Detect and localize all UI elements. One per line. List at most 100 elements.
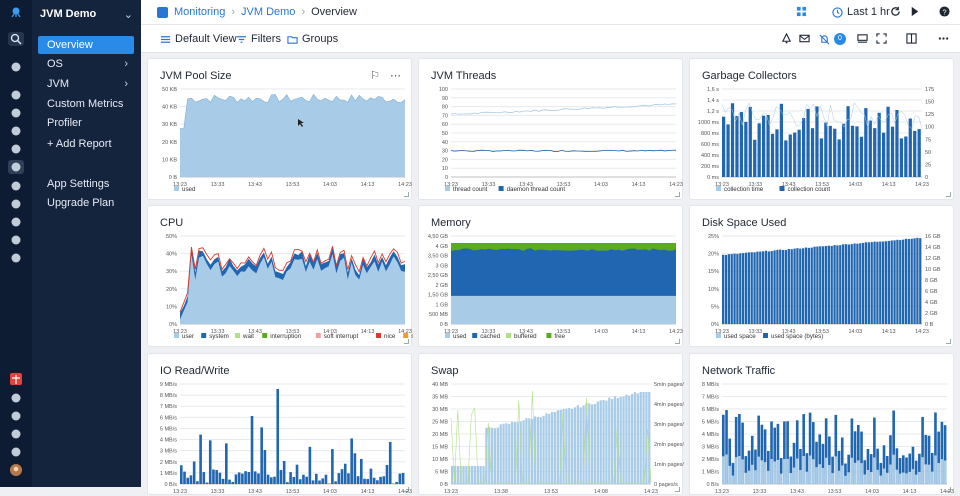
play-icon[interactable] (909, 6, 920, 17)
x-tick-label: 14:23 (940, 489, 954, 495)
notifications-button[interactable]: 0 (819, 33, 846, 45)
legend-item[interactable]: soft interrupt (324, 333, 359, 340)
help-icon[interactable]: ? (939, 6, 950, 17)
experience-icon[interactable] (8, 197, 24, 211)
series-bar (557, 410, 559, 484)
default-view-button[interactable]: Default View (160, 33, 237, 45)
more-options-icon[interactable] (938, 33, 949, 44)
chevron-down-icon[interactable]: ⌄ (124, 8, 133, 21)
series-bar (315, 474, 318, 484)
flag-icon[interactable] (8, 233, 24, 247)
series-bar (853, 243, 855, 324)
series-bar (902, 473, 905, 484)
legend-item[interactable]: collection count (788, 186, 831, 193)
help-icon[interactable] (8, 409, 24, 423)
logs-icon[interactable] (8, 142, 24, 156)
integrations-icon[interactable] (8, 251, 24, 265)
time-range-label: Last 1 hr (847, 6, 890, 18)
user-avatar-icon[interactable] (8, 463, 24, 477)
y-tick-label: 3,50 GB (428, 254, 449, 260)
series-bar (531, 419, 533, 484)
series-bar (908, 239, 910, 324)
announcement-icon[interactable] (8, 391, 24, 405)
legend-item[interactable]: collection time (724, 186, 764, 193)
x-tick-label: 13:43 (248, 489, 262, 495)
add-report-button[interactable]: + Add Report (38, 135, 134, 153)
series-bar (370, 469, 373, 484)
sidebar-item-upgrade-plan[interactable]: Upgrade Plan (38, 194, 134, 212)
series-bar (908, 472, 911, 484)
mail-icon[interactable] (799, 33, 810, 44)
legend-item[interactable]: used space (724, 333, 756, 340)
app-name[interactable]: JVM Demo (40, 8, 96, 20)
y-tick-label: 10 KB (162, 157, 177, 163)
legend-item[interactable]: cached (480, 333, 501, 340)
legend-item[interactable]: free (554, 333, 565, 340)
legend-item[interactable]: daemon thread count (507, 186, 566, 193)
x-tick-label: 14:13 (903, 489, 917, 495)
time-range-button[interactable]: Last 1 hr (832, 6, 890, 18)
search-icon[interactable] (8, 32, 24, 46)
report-icon[interactable] (8, 179, 24, 193)
series-bar (457, 466, 459, 484)
monitoring-icon (157, 7, 168, 18)
alert-icon[interactable] (8, 124, 24, 138)
series-bar (818, 464, 821, 484)
sidebar-item-overview[interactable]: Overview (38, 36, 134, 54)
sidebar-item-os[interactable]: OS› (38, 55, 134, 73)
split-view-icon[interactable] (906, 33, 917, 44)
legend-swatch (445, 186, 450, 191)
gift-icon[interactable] (8, 372, 24, 386)
settings-icon[interactable] (8, 445, 24, 459)
sidebar-item-jvm[interactable]: JVM› (38, 75, 134, 93)
sidebar-item-label: Custom Metrics (47, 98, 123, 110)
legend-swatch (174, 186, 179, 191)
legend-item[interactable]: interruption (270, 333, 302, 340)
series-bar (350, 438, 353, 484)
sidebar-item-app-settings[interactable]: App Settings (38, 175, 134, 193)
grid-icon[interactable] (8, 106, 24, 120)
series-bar (264, 450, 267, 484)
breadcrumb-app[interactable]: JVM Demo (241, 6, 295, 18)
bot-icon[interactable] (8, 215, 24, 229)
filters-button[interactable]: Filters (236, 33, 281, 45)
legend-item[interactable]: nice (384, 333, 396, 340)
binoculars-icon[interactable] (8, 88, 24, 102)
groups-button[interactable]: Groups (287, 33, 338, 45)
fullscreen-icon[interactable] (876, 33, 887, 44)
monitoring-icon[interactable] (8, 160, 24, 174)
legend-item[interactable]: user (182, 333, 194, 340)
series-bar (905, 473, 908, 484)
refresh-icon[interactable] (890, 6, 901, 17)
dashboard-icon[interactable] (857, 33, 868, 44)
legend-item[interactable]: used space (bytes) (771, 333, 823, 340)
legend-item[interactable]: wait (242, 333, 254, 340)
y-tick-label: 80 (442, 105, 448, 111)
series-bar (749, 107, 752, 177)
sidebar-item-profiler[interactable]: Profiler (38, 114, 134, 132)
sidebar-item-label: OS (47, 58, 63, 70)
series-bar (267, 475, 270, 484)
sidebar-item-custom-metrics[interactable]: Custom Metrics (38, 95, 134, 113)
y2-tick-label: 2 GB (925, 311, 938, 317)
series-bar (899, 240, 901, 324)
legend-item[interactable]: used (453, 333, 467, 340)
series-bar (379, 477, 382, 484)
apps-grid-icon[interactable] (796, 6, 807, 17)
y-tick-label: 25% (708, 234, 719, 240)
y-tick-label: 0 B/s (164, 482, 177, 488)
legend-item[interactable]: used (182, 186, 196, 193)
series-bar (811, 248, 813, 324)
legend-item[interactable]: buffered (514, 333, 537, 340)
series-bar (773, 461, 776, 484)
y-tick-label: 50 (442, 131, 448, 137)
team-icon[interactable] (8, 427, 24, 441)
legend-item[interactable]: steal (411, 333, 413, 340)
rocket-icon[interactable] (8, 60, 24, 74)
legend-item[interactable]: thread count (453, 186, 488, 193)
legend-item[interactable]: system (209, 333, 229, 340)
alert-rules-icon[interactable] (781, 33, 792, 44)
series-area (180, 94, 405, 177)
breadcrumb-monitoring[interactable]: Monitoring (174, 6, 225, 18)
